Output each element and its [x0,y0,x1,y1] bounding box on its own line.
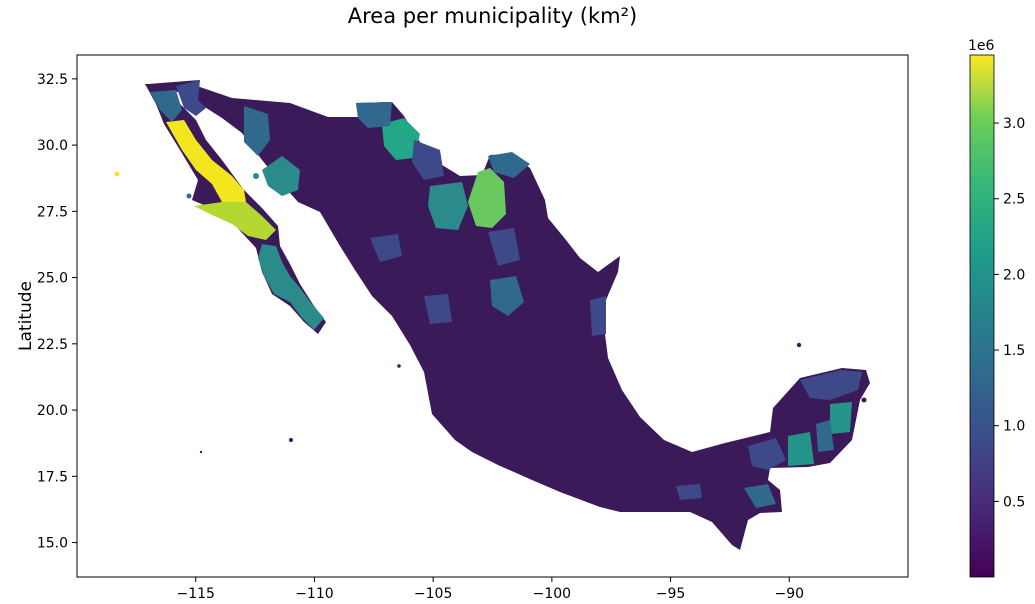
region-baja-south [194,202,276,240]
region-yucatan-east [816,420,834,452]
colorbar [969,54,995,578]
region-chiapas [744,484,776,508]
x-tick-label: −100 [533,586,571,602]
y-tick-label: 17.5 [37,469,68,485]
municipality-map [114,80,870,550]
region-chihuahua-northwest [356,102,392,128]
region-durango [370,234,402,262]
region-yucatan-north [800,370,862,400]
y-tick-label: 22.5 [37,337,68,353]
y-tick-label: 27.5 [37,204,68,220]
y-tick-label: 15.0 [37,536,68,552]
x-tick-label: −105 [414,586,452,602]
region-tamaulipas-coast [590,296,606,336]
island-socorro [199,450,203,454]
x-tick-label: −115 [176,586,214,602]
region-zacatecas [490,276,524,316]
island-cedros [186,193,192,199]
region-coahuila-west [428,182,468,230]
region-coahuila [468,168,506,228]
region-baja-northwest [150,90,182,122]
region-tamaulipas [488,228,520,266]
region-campeche-west [748,438,786,470]
colorbar-tick-label: 2.5 [1003,192,1025,208]
island-arrecife [796,342,802,348]
region-baja-north [166,120,246,202]
y-tick-label: 25.0 [37,271,68,287]
island-marias [397,364,401,368]
x-tick-label: −90 [775,586,805,602]
region-chihuahua-north [382,118,420,160]
region-coahuila-north [488,152,530,178]
region-sonora-northwest [176,80,206,116]
x-tick-label: −95 [656,586,686,602]
region-campeche [788,432,814,466]
colorbar-tick-label: 2.0 [1003,267,1025,283]
region-quintana-roo [830,402,852,434]
colorbar-ticks: 0.5 1.0 1.5 2.0 2.5 3.0 [994,116,1025,510]
region-sonora-north [244,106,270,156]
y-tick-label: 32.5 [37,72,68,88]
y-tick-label: 20.0 [37,403,68,419]
y-axis: 32.5 30.0 27.5 25.0 22.5 20.0 17.5 15.0 [37,72,77,552]
region-zacatecas-west [424,294,452,324]
region-oaxaca [676,484,702,500]
y-tick-label: 30.0 [37,138,68,154]
island-revillagigedo [289,438,293,442]
island-guadalupe [114,171,120,177]
region-chihuahua-east [412,140,444,180]
x-axis: −115 −110 −105 −100 −95 −90 [176,577,804,602]
colorbar-tick-label: 1.0 [1003,419,1025,435]
colorbar-tick-label: 3.0 [1003,116,1025,132]
colorbar-scale-label: 1e6 [968,38,995,54]
island-cozumel [861,397,867,403]
x-tick-label: −110 [295,586,333,602]
colorbar-tick-label: 0.5 [1003,494,1025,510]
chart-title: Area per municipality (km²) [347,4,638,28]
region-baja-sur [258,244,324,330]
island-tiburon [253,173,259,179]
region-sonora-coast [262,156,300,196]
colorbar-tick-label: 1.5 [1003,343,1025,359]
